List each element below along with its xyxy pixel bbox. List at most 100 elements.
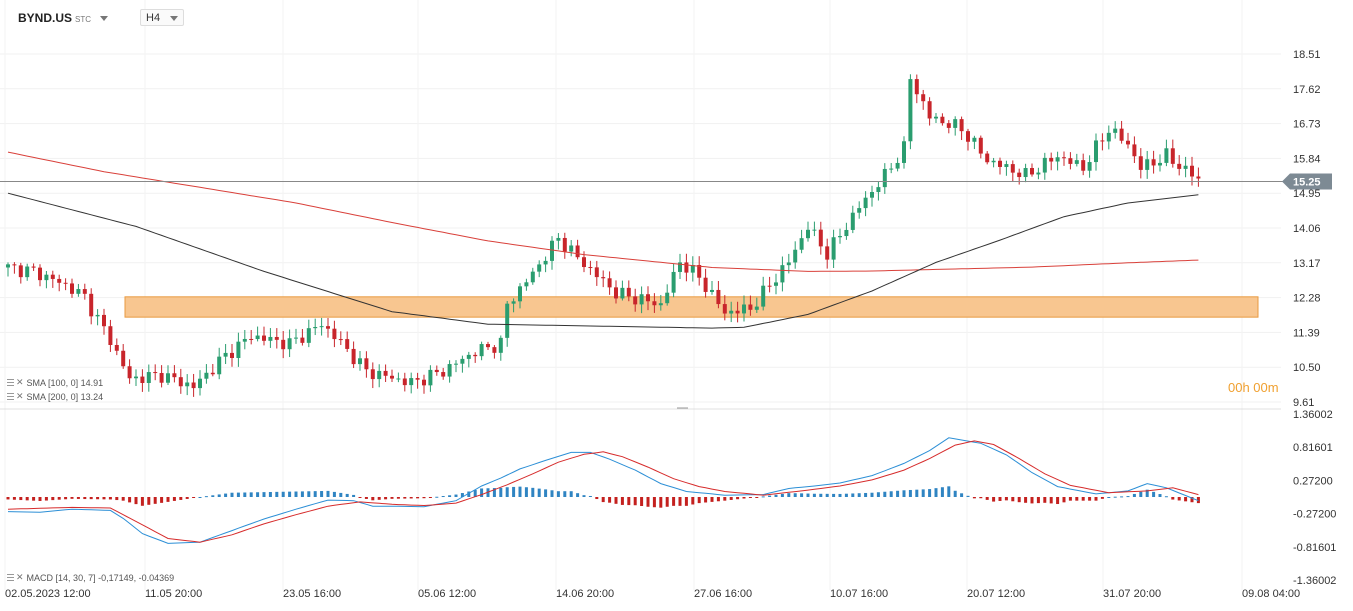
close-icon[interactable]: ✕ bbox=[16, 391, 24, 401]
menu-icon[interactable] bbox=[7, 574, 14, 581]
candle-down bbox=[434, 369, 439, 373]
histogram-bar-down bbox=[716, 497, 720, 502]
histogram-bar-down bbox=[115, 497, 119, 501]
histogram-bar-down bbox=[384, 497, 388, 500]
candle-down bbox=[1138, 156, 1143, 170]
candle-up bbox=[479, 344, 484, 357]
close-icon[interactable]: ✕ bbox=[16, 377, 24, 387]
candle-down bbox=[38, 267, 42, 281]
candle-up bbox=[831, 237, 836, 260]
histogram-bar-up bbox=[934, 488, 938, 497]
symbol-name: BYND.US bbox=[18, 11, 73, 25]
histogram-bar-up bbox=[947, 486, 951, 497]
candle-up bbox=[850, 212, 855, 230]
candle-up bbox=[1164, 148, 1169, 163]
macd-legend[interactable]: ✕ MACD [14, 30, 7] -0,17149, -0.04369 bbox=[7, 572, 174, 583]
candle-up bbox=[537, 264, 542, 272]
histogram-bar-up bbox=[1126, 496, 1130, 498]
price-tick-label: 11.39 bbox=[1293, 327, 1320, 339]
histogram-bar-up bbox=[1107, 497, 1111, 498]
candle-up bbox=[306, 328, 311, 343]
candle-up bbox=[1055, 157, 1060, 162]
histogram-bar-down bbox=[147, 497, 151, 505]
menu-icon[interactable] bbox=[7, 393, 14, 400]
candle-down bbox=[473, 354, 478, 357]
candle-down bbox=[140, 376, 145, 383]
candle-down bbox=[716, 289, 721, 305]
candle-down bbox=[178, 377, 183, 387]
histogram-bar-down bbox=[736, 497, 740, 500]
histogram-bar-up bbox=[800, 493, 804, 497]
histogram-bar-up bbox=[838, 493, 842, 497]
histogram-bar-down bbox=[1177, 497, 1181, 501]
histogram-bar-up bbox=[774, 494, 778, 497]
timeframe-select[interactable]: H4 bbox=[140, 9, 184, 26]
histogram-bar-up bbox=[1139, 491, 1143, 497]
candle-up bbox=[857, 208, 862, 213]
candle-up bbox=[358, 358, 362, 365]
candle-down bbox=[818, 229, 823, 247]
histogram-bar-up bbox=[812, 493, 816, 497]
candle-up bbox=[934, 116, 938, 119]
candle-up bbox=[319, 326, 324, 328]
histogram-bar-down bbox=[704, 497, 708, 503]
symbol-selector[interactable]: BYND.US STC bbox=[18, 8, 109, 28]
sma100-legend[interactable]: ✕ SMA [100, 0] 14.91 bbox=[7, 377, 103, 388]
histogram-bar-up bbox=[243, 492, 247, 497]
candle-up bbox=[1145, 159, 1150, 170]
candle-up bbox=[665, 292, 670, 304]
candle-up bbox=[953, 119, 958, 128]
histogram-bar-down bbox=[601, 497, 605, 503]
chevron-down-icon[interactable] bbox=[170, 16, 178, 21]
candle-up bbox=[690, 264, 695, 273]
histogram-bar-up bbox=[915, 489, 919, 497]
candle-down bbox=[31, 266, 36, 268]
histogram-bar-down bbox=[134, 497, 138, 505]
macd-tick-label: -0.81601 bbox=[1293, 542, 1336, 554]
histogram-bar-up bbox=[435, 496, 439, 498]
histogram-bar-down bbox=[1075, 497, 1079, 501]
histogram-bar-down bbox=[416, 497, 420, 499]
candle-down bbox=[102, 314, 106, 327]
histogram-bar-down bbox=[153, 497, 157, 504]
histogram-bar-up bbox=[787, 493, 791, 497]
close-icon[interactable]: ✕ bbox=[16, 572, 24, 582]
histogram-bar-up bbox=[300, 491, 304, 497]
menu-icon[interactable] bbox=[7, 379, 14, 386]
candle-down bbox=[274, 336, 279, 340]
candle-up bbox=[134, 376, 138, 379]
candle-down bbox=[735, 310, 740, 314]
histogram-bar-up bbox=[940, 487, 944, 497]
time-tick-label: 14.06 20:00 bbox=[556, 588, 614, 600]
candle-down bbox=[262, 335, 266, 341]
chevron-down-icon[interactable] bbox=[100, 15, 109, 21]
histogram-bar-up bbox=[544, 489, 548, 497]
histogram-bar-down bbox=[595, 497, 599, 500]
candle-up bbox=[1036, 172, 1041, 175]
candle-down bbox=[422, 379, 426, 386]
macd-axis-labels: 1.36002 0.81601 0.27200 -0.27200 -0.81601 -1.… bbox=[1293, 409, 1336, 587]
histogram-bar-down bbox=[678, 497, 682, 506]
candle-countdown: 00h 00m bbox=[1228, 380, 1279, 395]
histogram-bar-down bbox=[998, 497, 1002, 501]
candle-up bbox=[882, 168, 887, 188]
sma200-legend[interactable]: ✕ SMA [200, 0] 13.24 bbox=[7, 391, 103, 402]
histogram-bar-down bbox=[742, 497, 746, 499]
candle-down bbox=[927, 101, 932, 119]
histogram-bar-down bbox=[166, 497, 170, 502]
histogram-bar-down bbox=[358, 497, 362, 498]
candle-down bbox=[921, 94, 926, 102]
candle-down bbox=[1062, 157, 1066, 159]
candle-down bbox=[159, 372, 164, 383]
candle-down bbox=[415, 378, 420, 380]
histogram-bar-up bbox=[492, 488, 496, 497]
candle-down bbox=[338, 339, 343, 341]
histogram-bar-up bbox=[537, 488, 541, 497]
histogram-bar-down bbox=[608, 497, 612, 503]
candle-up bbox=[204, 372, 209, 379]
candle-up bbox=[236, 341, 241, 358]
price-tick-label: 17.62 bbox=[1293, 84, 1321, 96]
time-tick-label: 31.07 20:00 bbox=[1103, 588, 1161, 600]
candle-down bbox=[607, 278, 612, 288]
